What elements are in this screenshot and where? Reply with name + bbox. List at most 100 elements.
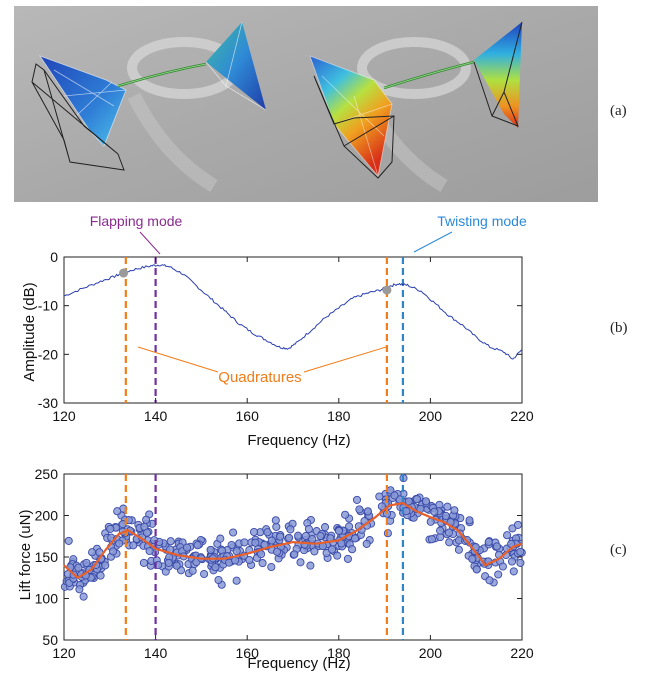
lift-force-point [64, 536, 73, 545]
lift-force-point [206, 545, 215, 554]
x-tick-label: 220 [510, 645, 534, 661]
lift-force-point [150, 536, 159, 545]
amplitude-chart: 120 140 160 180 200 220 0 -10 -20 -30 Frequency … [21, 213, 534, 449]
lift-force-point [249, 527, 259, 537]
quadratures-arrow-right [303, 346, 387, 373]
lift-force-point [355, 505, 364, 514]
lift-force-point [272, 547, 282, 556]
y-axis-label: Amplitude (dB) [21, 282, 38, 381]
lift-force-point [333, 551, 342, 560]
lift-force-point [113, 507, 122, 516]
lift-force-point [216, 534, 225, 543]
lift-force-point [272, 522, 281, 531]
lift-force-point [306, 561, 315, 570]
lift-force-point [139, 558, 148, 567]
lift-force-point [276, 532, 285, 541]
panel-label-a: (a) [610, 103, 627, 119]
x-tick-label: 120 [52, 645, 76, 661]
lift-force-fit-line [63, 501, 523, 580]
lift-force-point [341, 510, 350, 519]
lift-force-point [352, 495, 362, 504]
lift-force-point [193, 541, 202, 550]
lift-force-point [229, 528, 238, 537]
lift-force-point [294, 531, 303, 540]
lift-force-point [472, 565, 481, 574]
x-tick-label: 180 [327, 645, 351, 661]
lift-force-point [492, 542, 502, 551]
y-tick-label: -10 [38, 298, 58, 314]
lift-force-point [172, 561, 181, 570]
lift-force-point [258, 559, 267, 568]
lift-force-point [516, 558, 525, 567]
lift-force-point [443, 502, 452, 511]
lift-force-point [101, 561, 110, 570]
y-tick-label: -20 [38, 346, 58, 362]
x-tick-label: 200 [419, 645, 443, 661]
x-tick-label: 140 [144, 408, 168, 424]
quadratures-label: Quadratures [218, 369, 301, 386]
twisting-mode-arrow [413, 231, 453, 253]
axes-frame [63, 256, 523, 404]
lift-force-point [363, 507, 372, 516]
quadrature-marker [119, 268, 129, 278]
x-tick-label: 120 [52, 408, 76, 424]
lift-force-point [271, 516, 280, 525]
x-tick-label: 160 [236, 408, 260, 424]
lift-force-point [421, 497, 431, 506]
lift-force-point [316, 531, 325, 541]
lift-force-point [142, 528, 152, 537]
lift-force-point [430, 507, 439, 516]
flapping-mode-label: Flapping mode [90, 213, 183, 229]
lift-force-point [267, 562, 276, 572]
lift-force-point [166, 537, 175, 546]
wing-mesh-right-icon [309, 21, 523, 179]
wing-mesh-left-icon [31, 21, 267, 171]
lift-force-point [377, 502, 386, 511]
lift-force-point [214, 575, 223, 585]
lift-force-point [350, 534, 360, 543]
lift-force-point [445, 538, 454, 547]
panel-label-c: (c) [610, 542, 627, 558]
lift-force-point [362, 539, 371, 548]
lift-force-point [142, 515, 151, 524]
lift-force-point [468, 554, 477, 564]
lift-force-point [441, 511, 450, 520]
lift-force-point [164, 558, 173, 567]
lift-force-point [232, 547, 241, 556]
lift-force-point [200, 569, 209, 579]
lift-force-point [251, 538, 260, 547]
y-tick-label: 50 [42, 632, 58, 648]
lift-force-point [96, 571, 105, 580]
lift-force-point [267, 536, 276, 545]
lift-force-point [345, 522, 354, 531]
x-tick-label: 200 [419, 408, 443, 424]
lift-force-point [188, 566, 197, 575]
amplitude-series-line [63, 264, 523, 360]
lift-force-point [263, 528, 272, 537]
x-axis-label: Frequency (Hz) [247, 432, 350, 449]
lift-force-point [232, 576, 241, 585]
x-axis-label: Frequency (Hz) [247, 655, 350, 672]
lift-force-chart: 120 140 160 180 200 220 250 200 150 100 50 Freque… [17, 466, 534, 672]
lift-force-point [211, 563, 220, 572]
lift-force-point [145, 546, 154, 556]
lift-force-point [390, 491, 399, 500]
lift-force-point [513, 520, 523, 529]
quadratures-arrow-left [137, 346, 219, 373]
lift-force-point [450, 506, 459, 515]
lift-force-point [240, 538, 249, 547]
y-tick-label: 200 [35, 508, 59, 524]
lift-force-point [129, 541, 138, 550]
y-tick-label: 0 [50, 249, 58, 265]
lift-force-point [503, 531, 512, 540]
lift-force-point [484, 537, 493, 547]
panel-label-b: (b) [610, 320, 628, 336]
wing-photo [14, 6, 598, 202]
x-tick-label: 180 [327, 408, 351, 424]
lift-force-point [88, 548, 97, 557]
lift-force-point [498, 562, 507, 571]
lift-force-point [412, 495, 422, 504]
lift-force-point [320, 523, 330, 532]
lift-force-point [227, 540, 236, 550]
x-tick-label: 140 [144, 645, 168, 661]
